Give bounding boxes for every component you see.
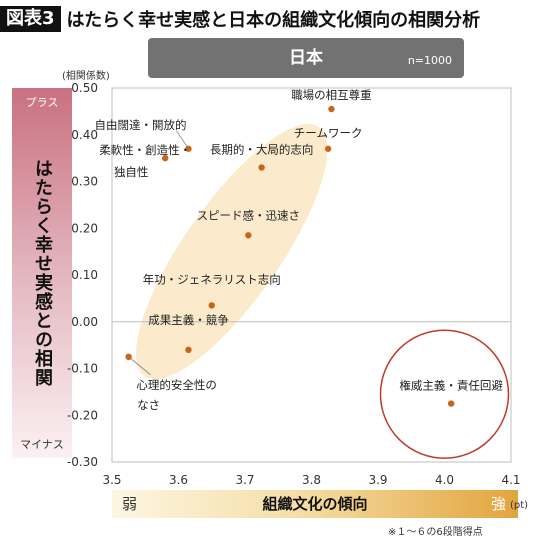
y-tick-label: -0.10 <box>67 362 98 376</box>
y-tick-label: 0.20 <box>71 221 98 235</box>
y-tick-label: 0.10 <box>71 268 98 282</box>
y-tick-label: 0.00 <box>71 315 98 329</box>
y-tick-label: -0.20 <box>67 408 98 422</box>
point-label: 自由闊達・開放的 <box>94 118 186 132</box>
data-point <box>324 145 332 152</box>
x-axis-title: 組織文化の傾向 <box>262 495 368 513</box>
data-point <box>208 302 215 309</box>
y-band-plus-label: プラス <box>25 96 59 109</box>
y-axis-band: プラス はたらく幸せ実感との相関 マイナス <box>12 88 72 458</box>
data-point <box>185 145 192 152</box>
x-axis-unit: (pt) <box>510 500 529 511</box>
data-point <box>162 154 169 162</box>
x-tick-label: 3.6 <box>169 473 188 487</box>
panel-title: 日本 <box>289 48 323 68</box>
x-tick-label: 4.1 <box>501 473 520 487</box>
figure-number-badge: 図表3 <box>0 6 61 32</box>
figure-header: 図表3 はたらく幸せ実感と日本の組織文化傾向の相関分析 <box>0 6 480 32</box>
footnote: ※１～６の6段階得点 <box>388 527 483 538</box>
point-label: 職場の相互尊重 <box>291 88 372 102</box>
point-label: 年功・ジェネラリスト志向 <box>143 272 281 286</box>
point-label: 心理的安全性のなさ <box>136 378 217 412</box>
y-band-minus-label: マイナス <box>20 438 64 451</box>
panel-header: 日本 n=1000 <box>148 38 464 78</box>
leader-line <box>176 130 189 150</box>
point-label: チームワーク <box>294 126 363 140</box>
y-axis-title: はたらく幸せ実感との相関 <box>32 159 53 387</box>
data-point <box>125 353 132 361</box>
leader-line <box>128 356 151 376</box>
point-label: 権威主義・責任回避 <box>399 379 503 393</box>
point-label: 長期的・大局的志向 <box>210 142 314 156</box>
data-point <box>245 232 252 239</box>
x-axis-band: 弱 組織文化の傾向 強 <box>112 490 518 518</box>
x-tick-label: 3.9 <box>368 473 387 487</box>
x-tick-label: 3.5 <box>102 473 121 487</box>
point-label: 成果主義・競争 <box>148 313 229 327</box>
data-point <box>328 105 335 113</box>
data-point <box>258 164 265 171</box>
x-tick-label: 3.8 <box>302 473 321 487</box>
y-tick-label: 0.40 <box>71 128 98 142</box>
figure-title: はたらく幸せ実感と日本の組織文化傾向の相関分析 <box>66 10 481 31</box>
point-label: スピード感・迅速さ <box>197 208 301 222</box>
sample-size-label: n=1000 <box>407 54 452 67</box>
y-tick-label: 0.50 <box>71 81 98 95</box>
plot-frame <box>111 87 512 463</box>
x-band-strong-label: 強 <box>490 495 506 513</box>
highlight-circle <box>379 329 510 459</box>
y-tick-label: 0.30 <box>71 175 98 189</box>
x-band-weak-label: 弱 <box>122 495 138 513</box>
data-point <box>185 346 192 353</box>
y-tick-label: -0.30 <box>67 455 98 469</box>
x-tick-label: 3.7 <box>235 473 254 487</box>
y-axis-unit: (相関係数) <box>62 71 110 82</box>
point-label: 柔軟性・創造性・独自性 <box>99 143 191 179</box>
data-point <box>447 400 455 407</box>
x-tick-label: 4.0 <box>435 473 454 487</box>
highlight-ellipse <box>136 124 328 380</box>
